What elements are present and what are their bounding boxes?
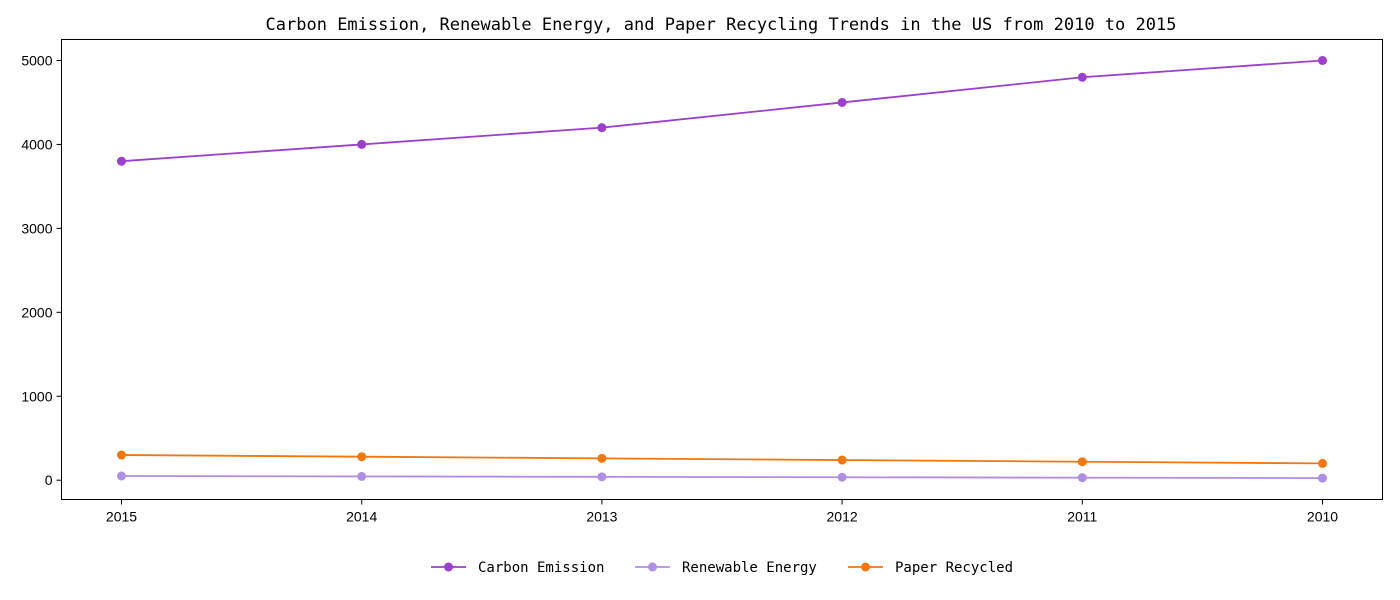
series-line-renewable-energy [121, 475, 1323, 479]
data-point-carbon-emission [597, 123, 607, 133]
data-point-paper-recycled [1318, 458, 1327, 468]
data-point-renewable-energy [357, 471, 367, 481]
data-point-renewable-energy [837, 472, 847, 482]
y-tick-label: 3000 [21, 220, 52, 236]
y-tick-label: 5000 [21, 52, 52, 68]
data-point-carbon-emission [117, 156, 126, 166]
y-tick-label: 1000 [21, 388, 52, 404]
x-tick-label: 2011 [1067, 509, 1097, 525]
data-point-paper-recycled [357, 452, 367, 462]
data-point-carbon-emission [357, 139, 367, 149]
data-point-carbon-emission [1077, 72, 1087, 82]
data-point-carbon-emission [1318, 55, 1327, 65]
data-point-paper-recycled [1077, 457, 1087, 467]
y-axis: 0 1000 2000 3000 4000 5000 [21, 52, 62, 488]
series-paper-recycled [117, 450, 1327, 468]
x-tick-label: 2010 [1307, 509, 1338, 525]
legend-label: Paper Recycled [895, 560, 1013, 576]
series-renewable-energy [117, 471, 1327, 483]
data-point-renewable-energy [1077, 473, 1087, 483]
series-line-paper-recycled [121, 454, 1323, 465]
y-tick-label: 4000 [21, 136, 52, 152]
data-point-renewable-energy [1318, 473, 1327, 483]
legend[interactable]: Carbon Emission Renewable Energy Paper Rec… [431, 560, 1013, 576]
legend-item-renewable-energy[interactable]: Renewable Energy [635, 560, 817, 576]
legend-marker-swatch [648, 562, 657, 572]
legend-label: Carbon Emission [478, 560, 604, 576]
x-tick-label: 2015 [106, 509, 137, 525]
x-tick-label: 2012 [827, 509, 858, 525]
legend-marker-swatch [444, 562, 453, 572]
x-tick-label: 2014 [346, 509, 377, 525]
legend-marker-swatch [861, 562, 870, 572]
chart-title: Carbon Emission, Renewable Energy, and P… [266, 15, 1177, 35]
y-tick-label: 0 [45, 472, 53, 488]
legend-label: Renewable Energy [682, 560, 817, 576]
y-tick-label: 2000 [21, 304, 52, 320]
data-point-renewable-energy [597, 472, 607, 482]
series-carbon-emission [117, 55, 1327, 166]
data-point-paper-recycled [117, 450, 126, 460]
series-line-carbon-emission [121, 59, 1323, 163]
data-point-paper-recycled [837, 455, 847, 465]
x-axis: 2015 2014 2013 2012 2011 2010 [106, 499, 1338, 525]
series-layer [117, 55, 1327, 483]
plot-area-frame [61, 39, 1383, 500]
legend-item-paper-recycled[interactable]: Paper Recycled [848, 560, 1013, 576]
data-point-renewable-energy [117, 471, 126, 481]
data-point-carbon-emission [837, 97, 847, 107]
data-point-paper-recycled [597, 453, 607, 463]
legend-item-carbon-emission[interactable]: Carbon Emission [431, 560, 604, 576]
x-tick-label: 2013 [586, 509, 617, 525]
